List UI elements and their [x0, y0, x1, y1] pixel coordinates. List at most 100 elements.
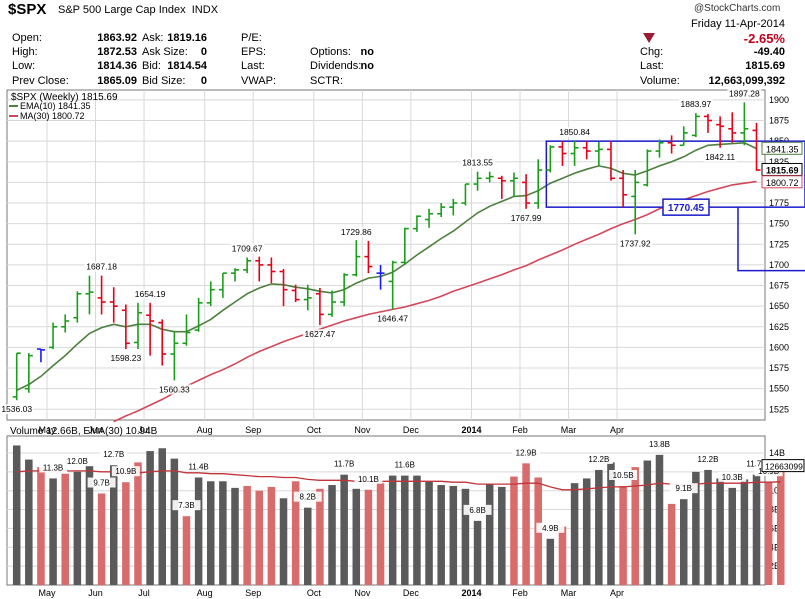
quote-value: 12,663,099,392 — [708, 75, 785, 87]
y-tick-label: 1750 — [769, 219, 789, 229]
volume-bar — [170, 458, 179, 585]
volume-bar — [764, 482, 773, 585]
annotation-bg — [339, 226, 374, 237]
x-tick-label: Sep — [245, 588, 261, 598]
volume-bar — [206, 481, 215, 585]
quote-label: Open: — [12, 32, 42, 44]
annotation-bg — [172, 500, 201, 511]
annotation-bg — [0, 404, 34, 415]
volume-bar — [692, 471, 700, 585]
quote-value: 1865.09 — [97, 75, 137, 87]
volume-annotation: 4.9B — [542, 524, 558, 533]
price-annotation: 1560.33 — [159, 384, 190, 394]
legend-ma: MA(30) 1800.72 — [20, 111, 85, 121]
volume-bar — [134, 462, 142, 585]
box-tag-label: 1770.45 — [668, 203, 705, 214]
annotation-bg — [669, 483, 698, 494]
price-annotation: 1813.55 — [462, 158, 493, 168]
box-tag-frame — [662, 198, 710, 216]
ema10-line — [16, 141, 757, 392]
volume-annotation: 12.2B — [698, 455, 719, 464]
quote-label: Chg: — [640, 46, 664, 58]
annotation-bg — [63, 455, 92, 466]
quote-value: no — [360, 60, 374, 72]
volume-bar — [219, 481, 227, 585]
quote-value: 1814.36 — [97, 60, 137, 72]
volume-bar — [25, 459, 33, 585]
x-tick-label: Aug — [197, 425, 213, 435]
y-tick-label: 1900 — [769, 95, 789, 105]
y-tick-label: 1600 — [769, 342, 789, 352]
volume-bar — [631, 467, 639, 585]
volume-tick-label: 8B — [769, 505, 780, 515]
volume-bar — [485, 484, 494, 585]
volume-bar — [401, 475, 409, 585]
x-tick-label: Jul — [138, 425, 150, 435]
quote-label: Last: — [640, 60, 664, 72]
volume-bar — [364, 489, 373, 585]
annotation-bg — [727, 88, 762, 99]
volume-bar — [49, 478, 57, 585]
quote-label: Last: — [241, 60, 265, 72]
annotation-bg — [84, 261, 119, 272]
volume-bar — [61, 473, 69, 585]
annotation-bg — [293, 491, 322, 502]
x-tick-label: Jun — [88, 425, 103, 435]
symbol-name: S&P 500 Large Cap Index INDX — [58, 4, 219, 16]
annotation-bg — [302, 329, 337, 340]
quote-label: Low: — [12, 60, 36, 72]
volume-tick-label: 4B — [769, 542, 780, 552]
volume-bar — [437, 485, 445, 585]
annotation-bg — [39, 462, 68, 473]
y-tick-label: 1550 — [769, 384, 789, 394]
volume-bar — [97, 493, 106, 585]
x-tick-label: Dec — [403, 425, 420, 435]
volume-bar — [352, 488, 361, 585]
quote-date: Friday 11-Apr-2014 — [691, 18, 785, 30]
volume-tick-label: 14B — [769, 448, 785, 458]
price-annotation: 1598.23 — [110, 353, 141, 363]
volume-bar — [704, 469, 712, 585]
volume-annotation: 12.9B — [516, 448, 537, 457]
volume-ema-line — [16, 470, 781, 491]
annotation-bg — [133, 288, 168, 299]
annotation-bg — [330, 458, 359, 469]
volume-bar — [85, 466, 94, 585]
price-annotation: 1709.67 — [232, 243, 263, 253]
volume-bar — [267, 486, 276, 585]
y-tick-label: 1625 — [769, 322, 789, 332]
volume-annotation: 9.1B — [676, 484, 692, 493]
annotation-bg — [87, 477, 116, 488]
volume-bar — [328, 485, 336, 585]
volume-bar — [425, 481, 433, 585]
quote-value: 0 — [200, 46, 207, 58]
volume-bar — [522, 463, 530, 585]
price-tag-label: 1815.69 — [766, 165, 799, 175]
price-tag-frame — [761, 175, 803, 189]
volume-bar — [667, 503, 676, 585]
y-tick-label: 1825 — [769, 157, 789, 167]
down-triangle-icon — [643, 33, 655, 43]
price-annotation: 1627.47 — [305, 329, 336, 339]
price-annotation: 1654.19 — [135, 289, 166, 299]
volume-bar — [316, 488, 324, 585]
x-tick-label: Aug — [197, 588, 213, 598]
annotation-bg — [230, 243, 265, 254]
volume-bar — [194, 477, 203, 585]
volume-bar — [231, 487, 239, 585]
x-tick-label: Jul — [138, 588, 150, 598]
x-tick-label: Nov — [354, 425, 371, 435]
volume-annotation: 12.2B — [588, 455, 609, 464]
price-tag-label: 1800.72 — [766, 178, 799, 188]
x-tick-label: Dec — [403, 588, 420, 598]
ma30-line — [113, 180, 757, 423]
quote-value: -49.40 — [753, 46, 785, 58]
price-annotation: 1842.11 — [705, 152, 735, 162]
quote-label: SCTR: — [310, 75, 343, 87]
price-tag-label: 1841.35 — [766, 144, 799, 154]
volume-annotation: 11.4B — [188, 462, 208, 471]
volume-bar — [376, 483, 385, 585]
volume-annotation: 11.7B — [746, 460, 766, 469]
annotation-bg — [354, 473, 383, 484]
